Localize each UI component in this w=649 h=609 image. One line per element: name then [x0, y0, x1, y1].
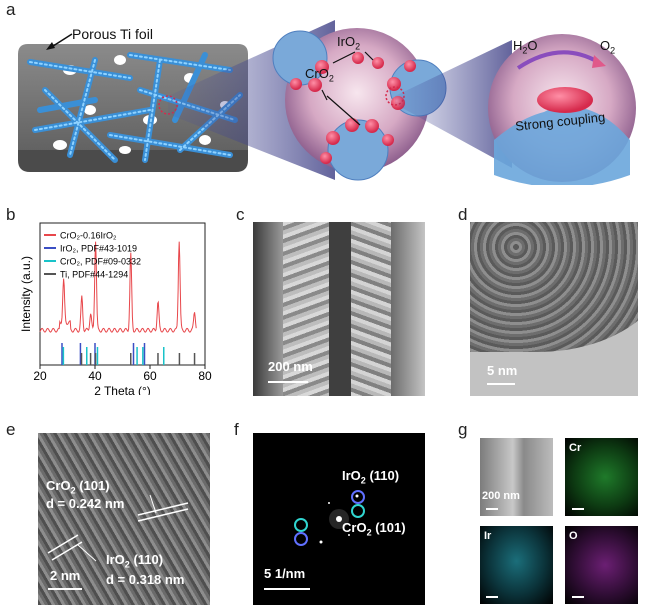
- sample-pattern-line: [39, 241, 197, 333]
- legend-entry: Ti, PDF#44-1294: [60, 270, 128, 280]
- legend-entry: IrO₂, PDF#43-1019: [60, 244, 137, 254]
- sem-scalebar: [268, 381, 308, 383]
- fft-cro2-label: CrO2 (101): [342, 520, 406, 538]
- tem-scalebar: [487, 383, 515, 385]
- cr-map-scalebar: [572, 508, 584, 510]
- panel-letter-d: d: [458, 205, 468, 224]
- x-axis-label: 2 Theta (°): [94, 384, 151, 395]
- panel-letter-b: b: [6, 205, 16, 224]
- ir-map-label: Ir: [484, 530, 492, 542]
- sem-image: [253, 222, 425, 396]
- panel-letter-c: c: [236, 205, 245, 224]
- foil-arrow-icon: [46, 33, 73, 50]
- hrtem-image: [38, 433, 210, 605]
- o-map-label: O: [569, 530, 578, 542]
- hrtem-scale-label: 2 nm: [50, 568, 81, 583]
- o-map-scalebar: [572, 596, 584, 598]
- panel-letter-e: e: [6, 420, 16, 439]
- legend-entry: CrO₂, PDF#09-0332: [60, 257, 141, 267]
- x-tick-label: 40: [88, 369, 102, 383]
- xrd-chart: 20 40 60 80 2 Theta (°) Intensity (a.u.) CrO₂-…: [19, 222, 212, 395]
- x-tick-label: 60: [143, 369, 157, 383]
- tem-image: [470, 222, 638, 396]
- legend-entry: CrO₂-0.16IrO₂: [60, 231, 117, 241]
- fft-scale-label: 5 1/nm: [264, 566, 306, 581]
- cr-map: [565, 438, 638, 516]
- x-tick-label: 20: [33, 369, 47, 383]
- sem-scale-label: 200 nm: [268, 359, 313, 374]
- h2o-label: H2O: [513, 38, 538, 56]
- o-map: [565, 526, 638, 604]
- fft-pattern: [253, 433, 425, 605]
- cr-map-label: Cr: [569, 442, 582, 454]
- iro2-label: IrO2: [337, 34, 361, 52]
- ir-map-scalebar: [486, 596, 498, 598]
- cro2-label: CrO2: [305, 66, 334, 84]
- haadf-image: [480, 438, 553, 516]
- ir-map: [480, 526, 553, 604]
- haadf-scale-label: 200 nm: [482, 490, 520, 502]
- panel-letter-f: f: [234, 420, 239, 439]
- cro2-plane-label: CrO2 (101): [46, 478, 110, 496]
- porous-ti-foil-label: Porous Ti foil: [72, 26, 153, 42]
- fft-iro2-label: IrO2 (110): [342, 468, 400, 486]
- tem-scale-label: 5 nm: [487, 363, 518, 378]
- fft-scalebar: [264, 588, 310, 590]
- haadf-scalebar: [486, 508, 498, 510]
- iro2-plane-label: IrO2 (110): [106, 552, 164, 570]
- panel-letter-a: a: [6, 0, 16, 19]
- panel-letter-g: g: [458, 420, 468, 439]
- o2-label: O2: [600, 38, 616, 56]
- y-axis-label: Intensity (a.u.): [19, 256, 33, 332]
- plot-frame: [39, 222, 206, 366]
- x-tick-label: 80: [198, 369, 212, 383]
- schematic-illustration: [18, 20, 636, 185]
- cro2-d-spacing: d = 0.242 nm: [46, 496, 125, 511]
- iro2-d-spacing: d = 0.318 nm: [106, 572, 185, 587]
- hrtem-scalebar: [48, 588, 82, 590]
